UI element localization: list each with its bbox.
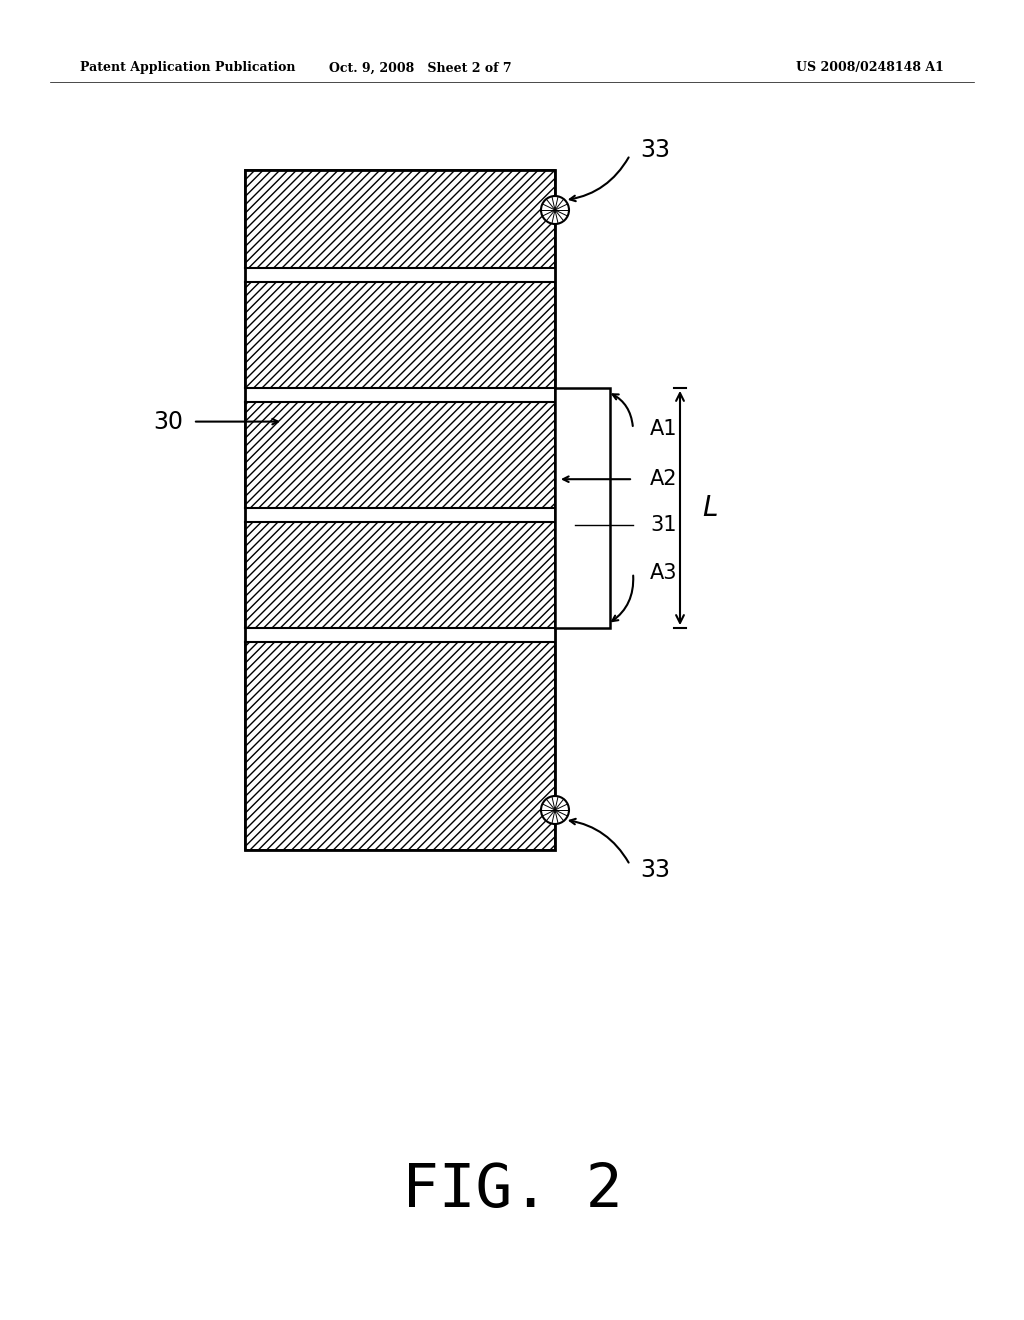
Bar <box>245 521 555 628</box>
Text: FIG. 2: FIG. 2 <box>401 1160 623 1220</box>
Text: A1: A1 <box>650 418 678 438</box>
Bar <box>245 403 555 508</box>
Text: L: L <box>702 494 718 521</box>
Bar <box>245 170 555 850</box>
Circle shape <box>541 796 569 824</box>
Text: Oct. 9, 2008   Sheet 2 of 7: Oct. 9, 2008 Sheet 2 of 7 <box>329 62 511 74</box>
Text: 33: 33 <box>640 139 670 162</box>
Bar <box>245 642 555 850</box>
Text: US 2008/0248148 A1: US 2008/0248148 A1 <box>796 62 944 74</box>
Text: 30: 30 <box>153 409 183 433</box>
Bar <box>245 282 555 388</box>
Text: 33: 33 <box>640 858 670 882</box>
Text: 31: 31 <box>650 515 677 535</box>
Text: A2: A2 <box>650 469 678 490</box>
Circle shape <box>541 195 569 224</box>
Bar <box>245 170 555 268</box>
Text: Patent Application Publication: Patent Application Publication <box>80 62 296 74</box>
Text: A3: A3 <box>650 562 678 583</box>
Bar <box>555 388 610 628</box>
